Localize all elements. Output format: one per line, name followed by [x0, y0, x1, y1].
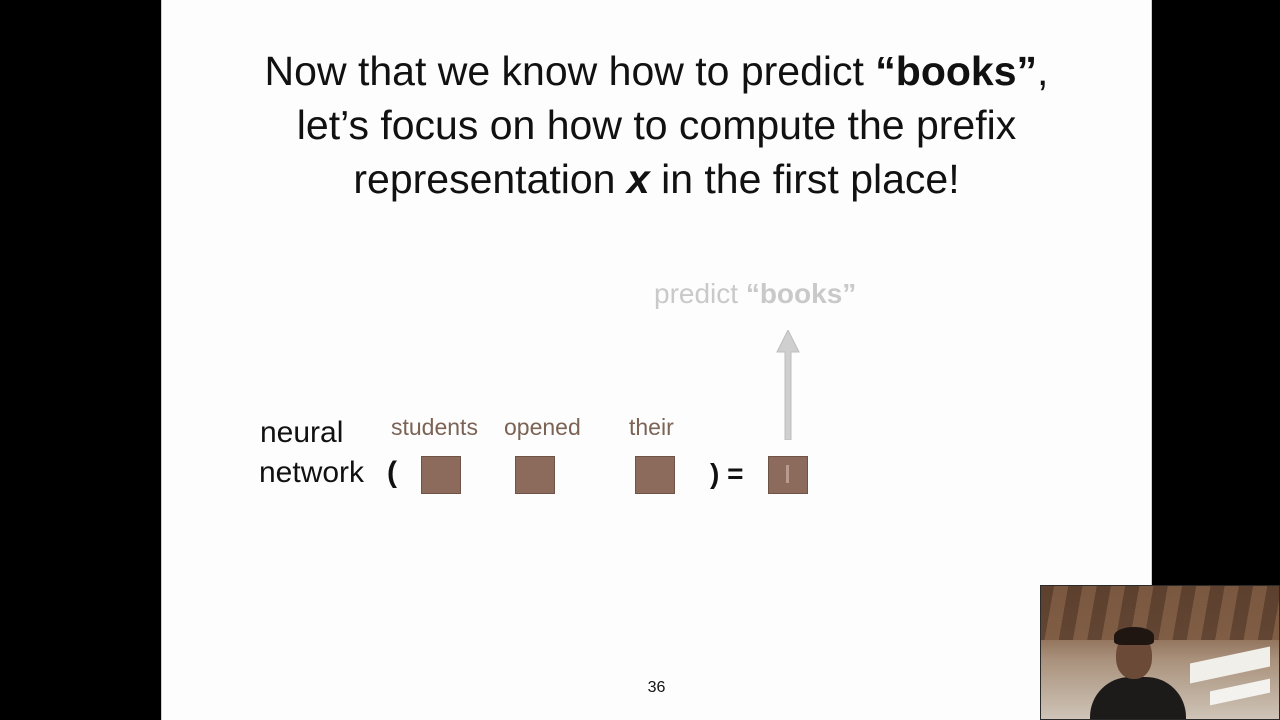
vector-prefix-representation — [768, 456, 808, 494]
page-number: 36 — [647, 679, 666, 696]
word-students: students — [391, 414, 478, 440]
webcam-person-body — [1090, 677, 1186, 720]
title-emphasis-books: “books” — [875, 48, 1038, 94]
word-their: their — [629, 414, 674, 440]
title-comma: , — [1037, 48, 1049, 94]
predict-word: “books” — [745, 278, 857, 309]
vector-their — [635, 456, 675, 494]
neural-label: neural — [260, 416, 344, 449]
title-variable-x: x — [626, 156, 650, 202]
predict-label: predict “books” — [654, 278, 856, 310]
title-line-3: representation x in the first place! — [162, 152, 1151, 206]
network-label: network — [259, 456, 365, 489]
title-text: in the first place! — [649, 156, 960, 202]
title-text: representation — [353, 156, 627, 202]
webcam-person-hair — [1114, 627, 1154, 645]
up-arrow-icon — [776, 330, 800, 440]
open-paren: ( — [387, 456, 397, 489]
title-line-2: let’s focus on how to compute the prefix — [296, 102, 1017, 148]
vector-students — [421, 456, 461, 494]
predict-prefix: predict — [654, 278, 746, 309]
webcam-overlay — [1040, 585, 1280, 720]
close-paren-equals: ) = — [710, 458, 744, 489]
slide: Now that we know how to predict “books”,… — [161, 0, 1152, 720]
vector-opened — [515, 456, 555, 494]
word-opened: opened — [504, 414, 581, 440]
webcam-frame — [1040, 585, 1280, 720]
title-line-1: Now that we know how to predict “books”, — [162, 44, 1151, 98]
webcam-ceiling — [1040, 585, 1280, 640]
slide-title: Now that we know how to predict “books”,… — [162, 44, 1151, 206]
title-text: Now that we know how to predict — [264, 48, 876, 94]
